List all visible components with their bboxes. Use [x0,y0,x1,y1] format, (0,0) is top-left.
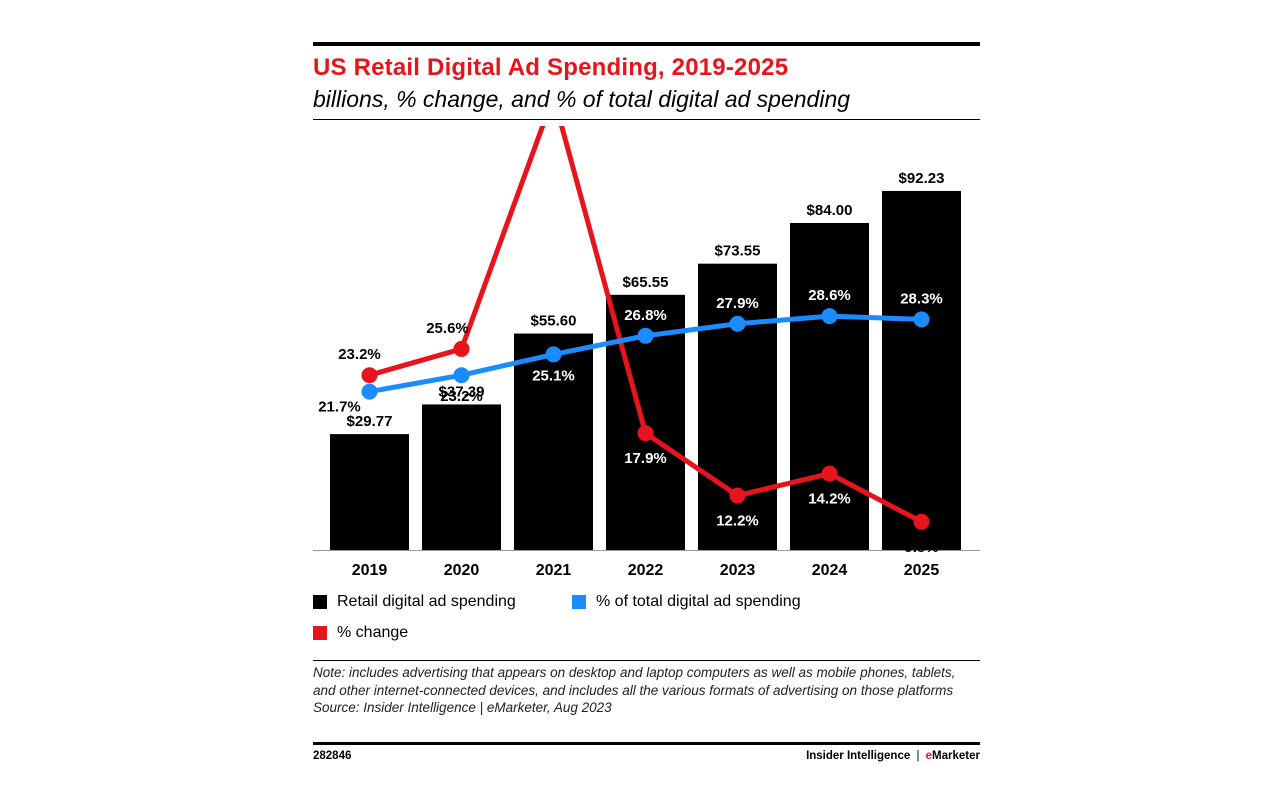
pct-total-label-2023: 27.9% [716,295,759,312]
brand-marketer: Marketer [932,750,980,762]
bar-label-2024: $84.00 [807,202,853,219]
brand-logo: Insider Intelligence | eMarketer [806,750,980,762]
x-tick-2022: 2022 [628,562,664,579]
x-tick-2020: 2020 [444,562,480,579]
legend-item-pct-change: % change [313,624,408,642]
pct-change-point-2023 [729,487,746,504]
pct-total-label-2021: 25.1% [532,367,575,384]
chart-subtitle: billions, % change, and % of total digit… [313,86,851,112]
pct-total-label-2020: 23.2% [440,388,483,405]
bar-label-2022: $65.55 [623,274,669,291]
x-tick-2019: 2019 [352,562,388,579]
bar-label-2019: $29.77 [347,413,393,430]
pct-change-point-2024 [821,465,838,482]
bar-label-2023: $73.55 [715,243,761,260]
x-tick-2025: 2025 [904,562,940,579]
chart-plot: 2019 2020 2021 2022 2023 2024 2025 $29.77 $37.39… [313,126,980,579]
x-tick-2024: 2024 [812,562,848,579]
legend-label-pct-change: % change [337,624,409,641]
pct-total-point-2025 [913,311,930,328]
pct-total-point-2022 [637,327,654,344]
legend-label-bar: Retail digital ad spending [337,593,516,610]
pct-total-label-2019: 21.7% [318,399,361,416]
pct-change-label-2025: 9.8% [904,539,938,556]
pct-total-point-2020 [453,367,470,384]
legend-item-bar: Retail digital ad spending [313,593,516,611]
x-tick-2023: 2023 [720,562,756,579]
legend-swatch-bar [313,595,327,609]
note-block: Note: includes advertising that appears … [313,664,980,717]
pct-total-label-2025: 28.3% [900,290,943,307]
legend-label-pct-total: % of total digital ad spending [596,593,801,610]
pct-change-label-2019: 23.2% [338,346,381,363]
header-rule [313,119,980,120]
pct-total-label-2022: 26.8% [624,307,667,324]
pct-change-label-2023: 12.2% [716,513,759,530]
bar-2021 [514,333,593,550]
top-rule [313,42,980,46]
bar-2025 [882,190,961,550]
bar-2020 [422,404,501,550]
brand-e: e [925,750,933,762]
bar-label-2021: $55.60 [531,313,577,330]
chart-title: US Retail Digital Ad Spending, 2019-2025 [313,54,789,81]
pct-total-point-2024 [821,308,838,325]
note-text: Note: includes advertising that appears … [313,665,956,698]
pct-change-label-2022: 17.9% [624,450,667,467]
pct-change-point-2025 [913,513,930,530]
brand-insider: Insider Intelligence [806,750,911,762]
pct-total-label-2024: 28.6% [808,287,851,304]
bar-2024 [790,222,869,550]
note-rule [313,660,980,661]
brand-separator: | [916,750,920,762]
chart-id: 282846 [313,750,352,762]
pct-change-point-2022 [637,425,654,442]
pct-change-label-2024: 14.2% [808,491,851,508]
bar-2019 [330,434,409,550]
x-tick-2021: 2021 [536,562,572,579]
pct-total-point-2019 [361,383,378,400]
bar-label-2020: $37.39 [439,383,485,400]
chart-card: US Retail Digital Ad Spending, 2019-2025… [313,42,980,772]
legend-swatch-pct-change [313,626,327,640]
pct-change-label-2020: 25.6% [426,320,469,337]
bottom-rule [313,742,980,745]
legend-swatch-pct-total [572,595,586,609]
legend-item-pct-total: % of total digital ad spending [572,593,801,611]
source-text: Source: Insider Intelligence | eMarketer… [313,700,612,715]
pct-total-point-2023 [729,315,746,332]
pct-total-point-2021 [545,346,562,363]
bar-label-2025: $92.23 [899,170,945,187]
pct-change-point-2020 [453,340,470,357]
pct-change-point-2019 [361,367,378,384]
